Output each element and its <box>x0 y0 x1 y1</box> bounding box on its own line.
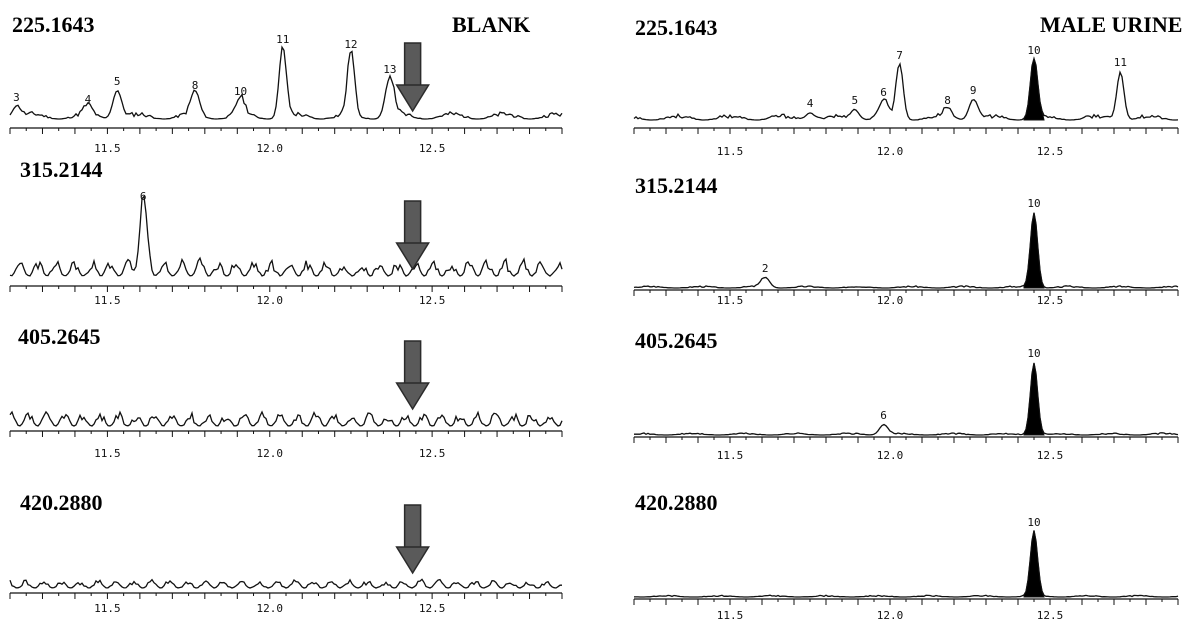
urine-trace-4-title: 420.2880 <box>635 490 718 515</box>
x-tick-label: 12.0 <box>877 609 904 622</box>
blank-trace-3-title: 405.2645 <box>18 324 101 349</box>
trace-panel-8: 11.5 12.0 12.5 10 <box>633 516 1179 622</box>
urine-trace-2-title: 315.2144 <box>635 173 718 198</box>
peak-label: 6 <box>880 409 887 422</box>
trace-panel-5: 11.5 12.0 12.5 4 5 6 7 8 9 10 11 <box>633 44 1179 158</box>
x-tick-label: 12.0 <box>257 142 284 155</box>
x-tick-label: 11.5 <box>717 145 744 158</box>
x-tick-label: 11.5 <box>717 609 744 622</box>
peak-label: 3 <box>13 91 20 104</box>
urine-trace-1-title: 225.1643 <box>635 15 718 40</box>
peak-label: 8 <box>944 94 951 107</box>
x-tick-label: 12.5 <box>419 294 446 307</box>
arrow-head <box>395 242 430 271</box>
x-tick-label: 12.5 <box>419 142 446 155</box>
arrow-head <box>395 382 430 411</box>
trace-panel-3: 11.5 12.0 12.5 <box>9 340 563 460</box>
trace-panel-1: 11.5 12.0 12.5 3 4 5 8 10 11 12 13 <box>9 33 563 155</box>
peak-label: 10 <box>1027 197 1040 210</box>
trace-panel-4: 11.5 12.0 12.5 <box>9 504 563 615</box>
x-tick-label: 11.5 <box>94 447 121 460</box>
chromatogram-trace <box>9 195 563 277</box>
peak-label: 10 <box>1027 347 1040 360</box>
peak-label: 13 <box>383 63 396 76</box>
peak-label: 11 <box>1114 56 1127 69</box>
chromatogram-trace <box>9 410 563 427</box>
peak-label: 6 <box>880 86 887 99</box>
chromatogram-trace <box>9 45 563 120</box>
peak-label: 7 <box>896 49 903 62</box>
x-tick-label: 11.5 <box>94 602 121 615</box>
x-tick-label: 12.0 <box>877 145 904 158</box>
chromatogram-trace <box>634 530 1179 598</box>
x-tick-label: 12.5 <box>1037 145 1064 158</box>
x-tick-label: 12.5 <box>1037 609 1064 622</box>
chromatogram-trace <box>633 212 1179 289</box>
filled-peak-10 <box>1023 362 1045 436</box>
peak-label: 10 <box>1027 516 1040 529</box>
peak-label: 10 <box>1027 44 1040 57</box>
chromatogram-trace <box>9 578 562 589</box>
arrow-shaft <box>403 504 422 550</box>
blank-trace-4-title: 420.2880 <box>20 490 103 515</box>
peak-label: 5 <box>114 75 121 88</box>
x-tick-label: 11.5 <box>717 449 744 462</box>
x-tick-label: 12.5 <box>419 447 446 460</box>
x-tick-label: 12.5 <box>1037 294 1064 307</box>
peak-label: 6 <box>140 190 147 203</box>
x-tick-label: 12.0 <box>877 449 904 462</box>
x-tick-label: 12.0 <box>257 447 284 460</box>
filled-peak-10 <box>1023 212 1045 289</box>
peak-label: 10 <box>234 85 247 98</box>
peak-label: 8 <box>192 79 199 92</box>
trace-panel-7: 11.5 12.0 12.5 6 10 <box>633 347 1179 462</box>
peak-label: 11 <box>276 33 289 46</box>
chromatogram-trace <box>633 56 1179 121</box>
blank-panel-heading: BLANK <box>452 12 531 37</box>
urine-panel-heading: MALE URINE <box>1040 12 1183 37</box>
x-tick-label: 12.0 <box>877 294 904 307</box>
retention-time-arrow <box>395 504 430 575</box>
peak-label: 4 <box>85 93 92 106</box>
blank-trace-2-title: 315.2144 <box>20 157 103 182</box>
peak-label: 4 <box>807 97 814 110</box>
chromatogram-trace <box>634 362 1179 436</box>
peak-label: 2 <box>762 262 769 275</box>
filled-peak-10 <box>1023 56 1045 121</box>
arrow-head <box>395 84 430 113</box>
x-tick-label: 11.5 <box>717 294 744 307</box>
arrow-shaft <box>403 340 422 386</box>
x-tick-label: 12.0 <box>257 602 284 615</box>
retention-time-arrow <box>395 42 430 113</box>
arrow-head <box>395 546 430 575</box>
filled-peak-10 <box>1023 530 1045 598</box>
x-tick-label: 12.5 <box>1037 449 1064 462</box>
retention-time-arrow <box>395 200 430 271</box>
peak-label: 12 <box>344 38 357 51</box>
blank-trace-1-title: 225.1643 <box>12 12 95 37</box>
peak-label: 9 <box>970 84 977 97</box>
urine-trace-3-title: 405.2645 <box>635 328 718 353</box>
retention-time-arrow <box>395 340 430 411</box>
x-tick-label: 11.5 <box>94 142 121 155</box>
trace-panel-2: 11.5 12.0 12.5 6 <box>9 190 563 307</box>
arrow-shaft <box>403 42 422 88</box>
x-tick-label: 11.5 <box>94 294 121 307</box>
trace-panel-6: 11.5 12.0 12.5 2 10 <box>633 197 1179 307</box>
x-tick-label: 12.5 <box>419 602 446 615</box>
x-tick-label: 12.0 <box>257 294 284 307</box>
peak-label: 5 <box>851 94 858 107</box>
arrow-shaft <box>403 200 422 246</box>
